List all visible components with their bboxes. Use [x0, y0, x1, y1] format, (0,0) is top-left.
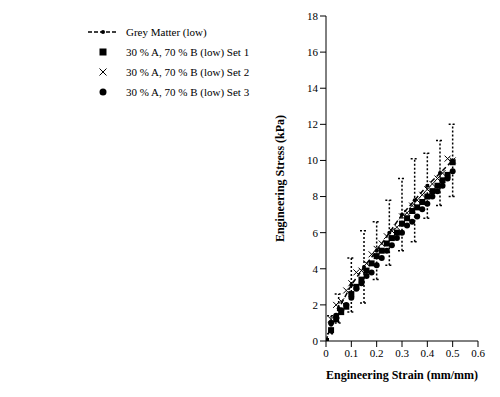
svg-text:0.3: 0.3 [395, 347, 409, 359]
html-text:30 % A, 70 % B (low) Set 2: 30 % A, 70 % B (low) Set 2 [126, 66, 250, 78]
svg-text:4: 4 [313, 263, 319, 275]
svg-text:0: 0 [313, 335, 319, 347]
svg-text:0.6: 0.6 [471, 347, 485, 359]
svg-text:2: 2 [313, 299, 319, 311]
svg-text:12: 12 [307, 118, 318, 130]
svg-text:16: 16 [307, 46, 319, 58]
svg-text:Engineering Strain (mm/mm): Engineering Strain (mm/mm) [326, 368, 478, 382]
svg-text:0.4: 0.4 [420, 347, 434, 359]
svg-text:Engineering Stress (kPa): Engineering Stress (kPa) [273, 115, 287, 242]
html-text:Grey Matter (low): Grey Matter (low) [126, 26, 207, 38]
svg-text:14: 14 [307, 82, 319, 94]
svg-text:18: 18 [307, 10, 319, 22]
svg-text:8: 8 [313, 190, 319, 202]
svg-text:0.5: 0.5 [446, 347, 460, 359]
svg-text:10: 10 [307, 154, 319, 166]
html-text:30 % A, 70 % B (low) Set 3: 30 % A, 70 % B (low) Set 3 [126, 86, 250, 98]
svg-text:0: 0 [323, 347, 329, 359]
svg-text:6: 6 [313, 227, 319, 239]
svg-text:0.1: 0.1 [344, 347, 358, 359]
html-text:30 % A, 70 % B (low) Set 1: 30 % A, 70 % B (low) Set 1 [126, 46, 250, 58]
svg-text:0.2: 0.2 [370, 347, 384, 359]
